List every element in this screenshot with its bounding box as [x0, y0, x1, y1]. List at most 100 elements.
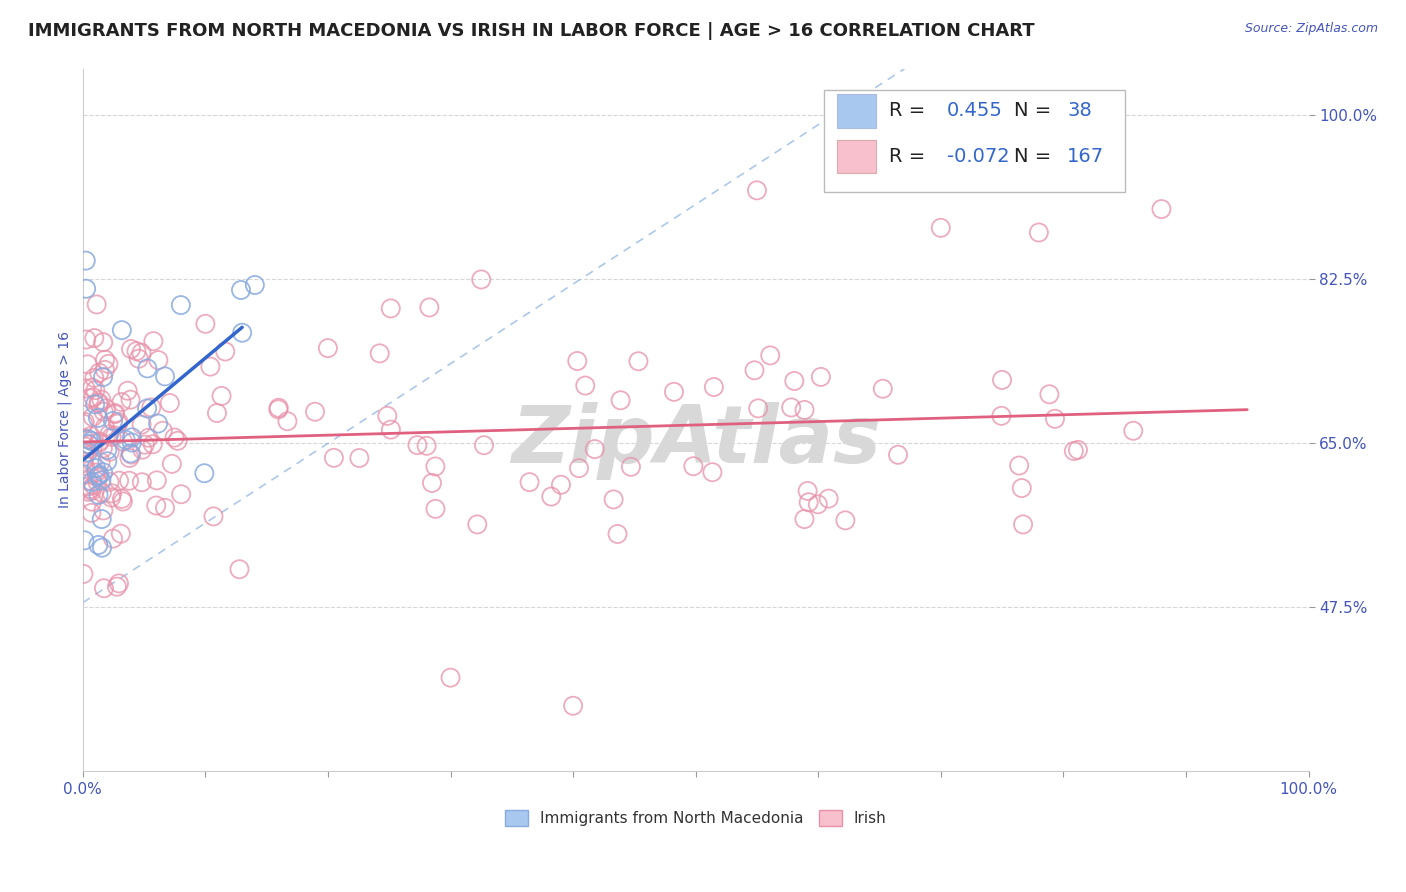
Point: [420, 475, 443, 490]
Point: [519, 475, 541, 490]
Point: [267, 401, 290, 415]
Point: [744, 363, 766, 377]
Point: [1012, 517, 1035, 532]
Text: 38: 38: [1067, 101, 1092, 120]
Point: [80, 506, 103, 520]
Point: [540, 490, 562, 504]
Point: [72, 455, 94, 469]
Point: [1008, 458, 1031, 473]
Point: [134, 438, 156, 452]
Point: [793, 403, 815, 417]
Text: 167: 167: [1067, 147, 1104, 166]
Point: [80, 475, 103, 489]
Point: [89, 434, 111, 449]
Point: [101, 486, 124, 500]
Point: [111, 323, 134, 337]
Point: [82, 390, 104, 404]
Point: [759, 348, 782, 362]
Point: [1028, 226, 1050, 240]
Text: R =: R =: [890, 101, 932, 120]
Point: [107, 415, 129, 429]
Point: [131, 475, 153, 490]
Point: [131, 417, 153, 432]
Point: [193, 467, 215, 481]
Point: [117, 384, 139, 398]
Point: [73, 447, 96, 461]
Point: [79, 429, 101, 443]
Point: [153, 369, 176, 384]
Point: [86, 297, 108, 311]
Y-axis label: In Labor Force | Age > 16: In Labor Force | Age > 16: [58, 332, 72, 508]
Point: [425, 459, 447, 474]
Point: [94, 401, 117, 416]
Point: [111, 491, 134, 506]
Point: [83, 371, 105, 385]
Point: [82, 381, 104, 395]
Point: [682, 459, 704, 474]
Point: [146, 417, 169, 431]
Point: [89, 366, 111, 380]
Point: [583, 442, 606, 456]
Point: [107, 417, 129, 431]
Point: [104, 407, 127, 421]
Point: [77, 474, 100, 488]
Point: [160, 457, 183, 471]
Point: [100, 430, 122, 444]
Point: [72, 467, 94, 482]
Point: [562, 698, 585, 713]
Point: [152, 424, 174, 438]
Point: [80, 434, 103, 449]
Point: [136, 401, 159, 416]
Point: [121, 430, 143, 444]
Point: [91, 465, 114, 479]
Point: [243, 277, 266, 292]
Point: [550, 477, 572, 491]
Point: [783, 374, 806, 388]
Text: N =: N =: [1014, 147, 1057, 166]
Point: [73, 431, 96, 445]
Bar: [837, 94, 876, 128]
Point: [111, 494, 134, 508]
Text: ZipAtlas: ZipAtlas: [510, 402, 880, 480]
Point: [72, 566, 94, 581]
Point: [574, 378, 596, 392]
Point: [128, 351, 150, 366]
Point: [90, 474, 112, 488]
Point: [72, 417, 94, 431]
Point: [87, 488, 110, 502]
Point: [79, 438, 101, 452]
Point: [112, 434, 135, 449]
Point: [380, 301, 402, 316]
Point: [834, 513, 856, 527]
Point: [142, 437, 165, 451]
Point: [609, 393, 631, 408]
Point: [91, 442, 114, 456]
Point: [194, 317, 217, 331]
Point: [231, 326, 253, 340]
Point: [747, 401, 769, 416]
Point: [780, 401, 803, 415]
Point: [1043, 411, 1066, 425]
Point: [91, 541, 114, 555]
Point: [90, 392, 112, 407]
Point: [205, 406, 228, 420]
Point: [602, 492, 624, 507]
Point: [202, 509, 225, 524]
Point: [91, 335, 114, 350]
Point: [304, 405, 326, 419]
Point: [83, 331, 105, 345]
Point: [170, 298, 193, 312]
Point: [75, 333, 97, 347]
Point: [90, 455, 112, 469]
Point: [75, 440, 97, 454]
Point: [415, 439, 437, 453]
Point: [82, 409, 104, 424]
Point: [745, 183, 768, 197]
Point: [91, 370, 114, 384]
Point: [163, 431, 186, 445]
Point: [145, 499, 167, 513]
Point: [228, 562, 250, 576]
Point: [98, 444, 121, 458]
Point: [990, 409, 1012, 423]
Point: [75, 282, 97, 296]
